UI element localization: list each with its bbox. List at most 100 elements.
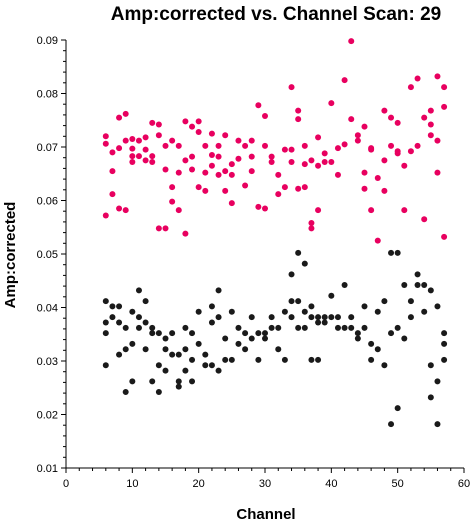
data-points [102, 38, 448, 428]
data-point [295, 107, 302, 114]
data-point [149, 324, 156, 331]
data-point [129, 378, 136, 385]
y-tick-label: 0.07 [37, 142, 58, 154]
data-point [434, 169, 441, 176]
data-point [155, 132, 162, 139]
data-point [222, 168, 229, 175]
data-point [388, 330, 395, 337]
data-point [102, 212, 109, 219]
data-point [301, 324, 308, 331]
data-point [301, 142, 308, 149]
data-point [441, 103, 448, 110]
y-tick-label: 0.08 [37, 89, 58, 101]
data-point [368, 145, 375, 152]
data-point [427, 107, 434, 114]
data-point [248, 168, 255, 175]
data-point [421, 114, 428, 121]
data-point [102, 140, 109, 147]
data-point [295, 298, 302, 305]
data-point [155, 389, 162, 396]
data-point [374, 237, 381, 244]
data-point [328, 100, 335, 107]
data-point [122, 346, 129, 353]
data-point [334, 324, 341, 331]
data-point [182, 346, 189, 353]
data-point [129, 145, 136, 152]
data-point [162, 142, 169, 149]
x-axis-label: Channel [236, 506, 295, 523]
data-point [255, 330, 262, 337]
data-point [189, 153, 196, 160]
data-point [235, 137, 242, 144]
data-point [142, 157, 149, 164]
data-point [301, 184, 308, 191]
data-point [368, 207, 375, 214]
data-point [169, 137, 176, 144]
data-point [182, 157, 189, 164]
data-point [109, 191, 116, 198]
data-point [116, 319, 123, 326]
data-point [434, 421, 441, 428]
data-point [208, 152, 215, 159]
data-point [129, 153, 136, 160]
data-point [315, 319, 322, 326]
data-point [102, 362, 109, 369]
data-point [102, 133, 109, 140]
y-axis-label: Amp:corrected [2, 202, 19, 309]
data-point [315, 356, 322, 363]
data-point [354, 132, 361, 139]
data-point [361, 123, 368, 130]
data-point [295, 185, 302, 192]
data-point [288, 271, 295, 278]
data-point [195, 308, 202, 315]
data-point [394, 119, 401, 126]
data-point [202, 142, 209, 149]
data-point [182, 324, 189, 331]
data-point [275, 324, 282, 331]
data-point [149, 330, 156, 337]
data-point [135, 324, 142, 331]
data-point [308, 356, 315, 363]
data-point [129, 135, 136, 142]
data-point [109, 314, 116, 321]
data-point [288, 314, 295, 321]
data-point [242, 330, 249, 337]
data-point [308, 157, 315, 164]
data-point [288, 146, 295, 153]
data-point [301, 161, 308, 168]
data-point [281, 146, 288, 153]
data-point [116, 114, 123, 121]
data-point [155, 121, 162, 128]
data-point [407, 314, 414, 321]
data-point [401, 162, 408, 169]
data-point [441, 330, 448, 337]
data-point [208, 162, 215, 169]
data-point [328, 158, 335, 165]
data-point [295, 116, 302, 123]
data-point [321, 319, 328, 326]
data-point [414, 271, 421, 278]
chart-title: Amp:corrected vs. Channel Scan: 29 [111, 4, 442, 25]
data-point [162, 166, 169, 173]
data-point [368, 356, 375, 363]
data-point [441, 84, 448, 91]
data-point [116, 145, 123, 152]
data-point [341, 282, 348, 289]
data-point [175, 207, 182, 214]
data-point [109, 149, 116, 156]
data-point [308, 219, 315, 226]
data-point [394, 249, 401, 256]
data-point [228, 200, 235, 207]
data-point [388, 421, 395, 428]
data-point [208, 303, 215, 310]
data-point [215, 314, 222, 321]
data-point [262, 112, 268, 119]
data-point [175, 142, 182, 149]
data-point [169, 184, 176, 191]
data-point [361, 185, 368, 192]
data-point [434, 137, 441, 144]
data-point [202, 351, 209, 358]
data-point [315, 134, 322, 141]
data-point [275, 171, 282, 178]
